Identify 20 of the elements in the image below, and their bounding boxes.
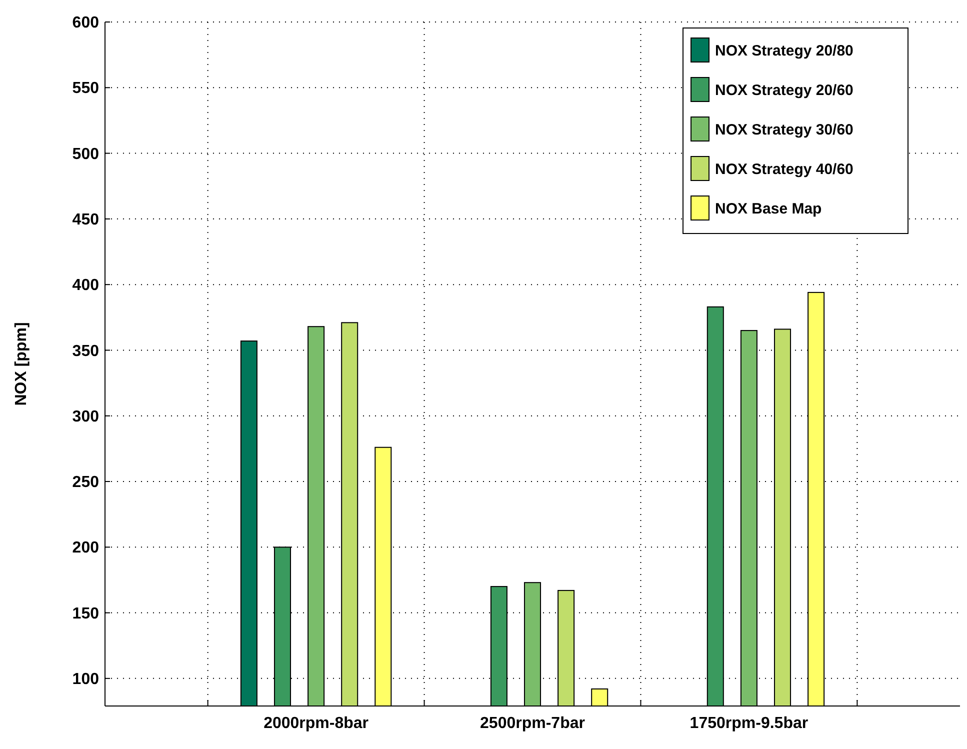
legend-label: NOX Strategy 20/60 (715, 82, 854, 99)
y-tick-label: 150 (72, 605, 100, 622)
y-tick-label: 250 (72, 474, 100, 492)
y-tick-label: 600 (72, 14, 100, 32)
y-tick-label: 300 (72, 408, 100, 426)
legend-label: NOX Strategy 20/80 (715, 42, 854, 60)
y-tick-label: 500 (72, 146, 100, 163)
x-tick-label: 1750rpm-9.5bar (690, 715, 808, 732)
x-tick-label: 2500rpm-7bar (480, 715, 585, 732)
x-tick-label: 2000rpm-8bar (264, 715, 369, 732)
legend-label: NOX Base Map (715, 200, 822, 218)
legend-label: NOX Strategy 40/60 (715, 160, 854, 178)
y-axis-title: NOX [ppm] (13, 322, 30, 406)
y-tick-label: 100 (72, 671, 100, 688)
legend-label: NOX Strategy 30/60 (715, 121, 854, 138)
y-tick-label: 550 (72, 80, 100, 98)
y-tick-label: 400 (72, 277, 100, 294)
y-tick-label: 350 (72, 342, 100, 360)
y-tick-label: 200 (72, 540, 100, 557)
y-tick-label: 450 (72, 212, 100, 229)
